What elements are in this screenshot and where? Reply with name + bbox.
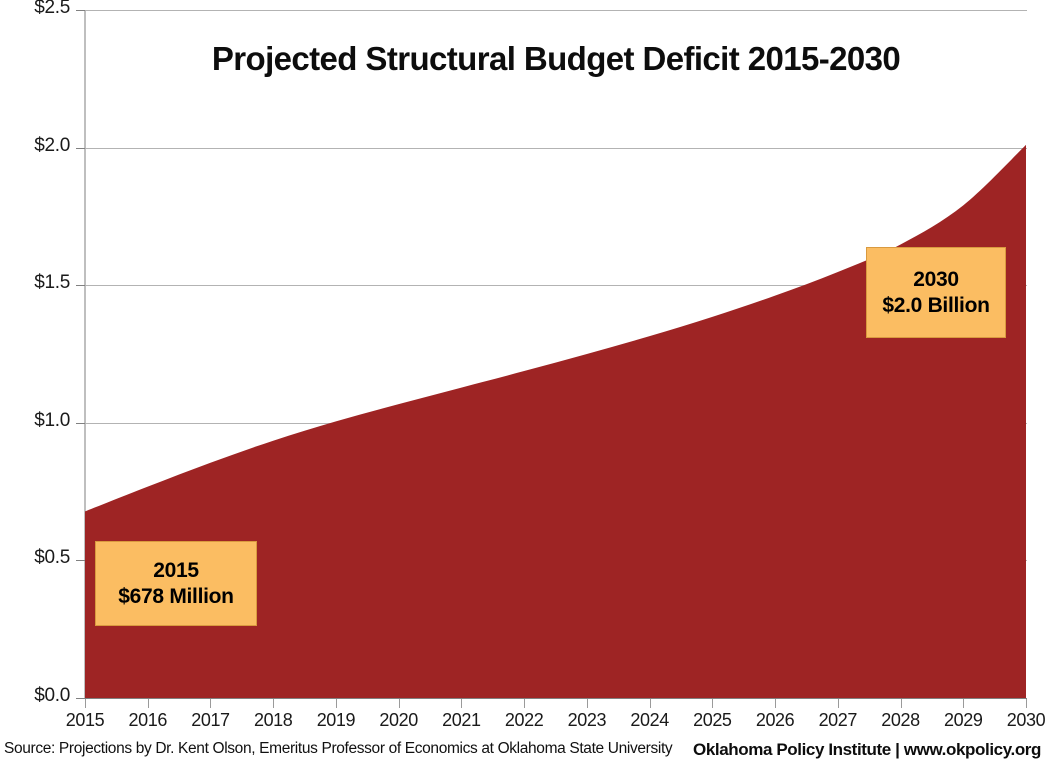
x-tick-label: 2015	[65, 710, 105, 730]
x-tick-label: 2027	[818, 710, 858, 730]
y-tick-label: $0.5	[34, 547, 70, 569]
x-tick-mark	[147, 699, 149, 708]
annotation-callout-2030: 2030 $2.0 Billion	[866, 247, 1006, 338]
y-tick-label: $0.0	[34, 685, 70, 706]
gridline	[85, 147, 1027, 149]
x-tick-mark	[398, 699, 400, 708]
callout-2015-value: $678 Million	[118, 584, 234, 608]
x-tick-label: 2024	[630, 710, 669, 730]
x-tick-mark	[210, 699, 212, 708]
y-tick-label: $2.5	[34, 0, 70, 18]
callout-2030-year: 2030	[913, 267, 959, 291]
x-tick-mark	[273, 699, 275, 708]
x-tick-mark	[963, 699, 965, 708]
y-tick-mark	[76, 285, 85, 287]
x-tick-label: 2021	[442, 710, 481, 730]
x-tick-label: 2023	[567, 710, 607, 730]
y-tick-label: $1.5	[34, 272, 70, 294]
y-tick-mark	[76, 422, 85, 424]
x-tick-mark	[524, 699, 526, 708]
y-tick-mark	[76, 10, 85, 11]
x-tick-mark	[85, 699, 86, 708]
footer-brand-credit: Oklahoma Policy Institute | www.okpolicy…	[693, 740, 1041, 759]
gridline	[85, 10, 1027, 11]
x-tick-label: 2018	[253, 710, 293, 730]
y-tick-mark	[76, 560, 85, 562]
annotation-callout-2015: 2015 $678 Million	[95, 541, 257, 626]
x-tick-label: 2030	[1006, 710, 1046, 730]
x-tick-mark	[837, 699, 839, 708]
x-tick-label: 2029	[944, 710, 983, 730]
y-tick-label: $1.0	[34, 409, 70, 431]
chart-title: Projected Structural Budget Deficit 2015…	[211, 40, 901, 77]
x-tick-mark	[586, 699, 588, 708]
x-tick-mark	[1026, 699, 1027, 708]
x-tick-label: 2017	[191, 710, 230, 730]
x-tick-label: 2019	[316, 710, 356, 730]
x-tick-mark	[900, 699, 902, 708]
x-tick-label: 2020	[379, 710, 418, 730]
chart-footer: Source: Projections by Dr. Kent Olson, E…	[0, 740, 1047, 767]
x-tick-label: 2026	[755, 710, 795, 730]
x-axis-labels: 2015 2016 2017 2018 2019 2020 2021 2022 2023 2024…	[0, 710, 1047, 736]
x-axis-line	[85, 698, 1027, 699]
x-tick-label: 2022	[504, 710, 544, 730]
y-axis-labels: $2.5 $2.0 $1.5 $1.0 $0.5 $0.0	[0, 0, 70, 767]
y-tick-mark	[76, 698, 85, 699]
x-tick-label: 2016	[128, 710, 167, 730]
x-tick-label: 2025	[693, 710, 732, 730]
x-tick-label: 2028	[881, 710, 920, 730]
x-tick-mark	[461, 699, 463, 708]
x-tick-mark	[335, 699, 337, 708]
area-series	[85, 144, 1026, 698]
callout-2030-value: $2.0 Billion	[882, 293, 990, 317]
footer-source-note: Source: Projections by Dr. Kent Olson, E…	[4, 740, 673, 757]
gridline	[85, 285, 1027, 287]
x-tick-mark	[712, 699, 714, 708]
x-tick-mark	[649, 699, 651, 708]
x-tick-mark	[775, 699, 777, 708]
y-tick-mark	[76, 147, 85, 149]
y-axis-line	[84, 10, 86, 698]
y-tick-label: $2.0	[34, 134, 70, 156]
callout-2015-year: 2015	[153, 558, 199, 582]
